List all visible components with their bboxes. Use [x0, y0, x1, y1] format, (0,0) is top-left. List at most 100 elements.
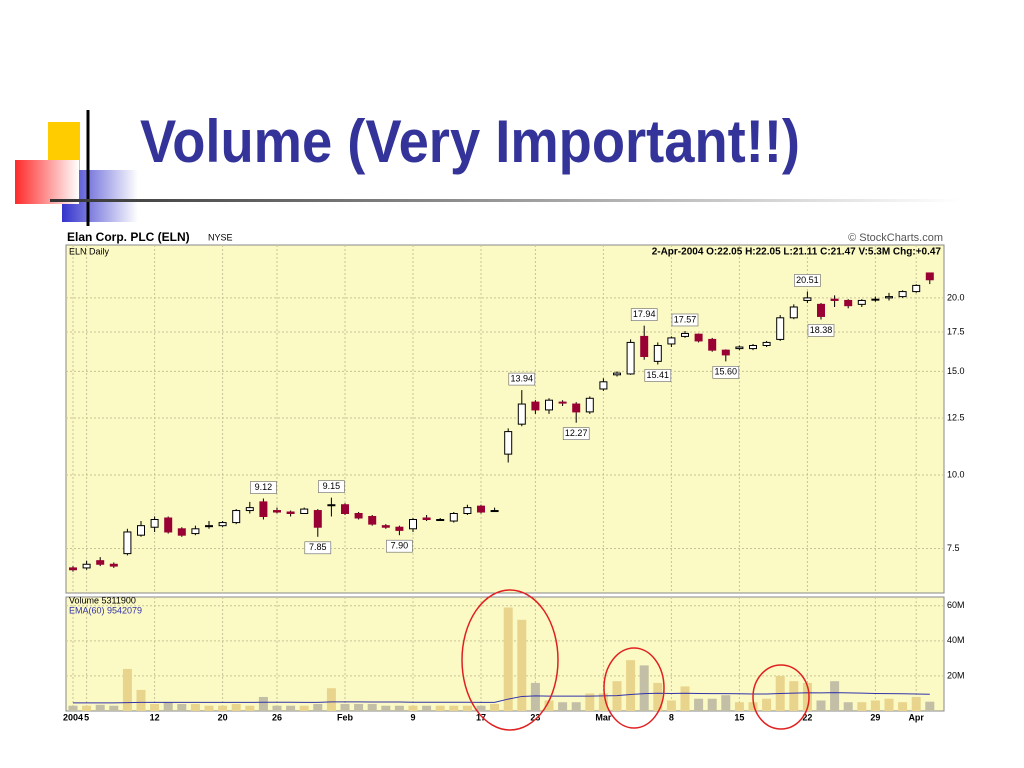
candle-body: [313, 510, 322, 528]
candle-body: [436, 519, 445, 522]
candle-body: [137, 525, 145, 536]
volume-bar: [218, 705, 228, 711]
candle-body: [177, 528, 186, 536]
volume-bar: [666, 700, 676, 711]
high-label: 17.94: [633, 309, 656, 319]
low-label: 7.85: [309, 542, 327, 552]
candle-body: [150, 519, 159, 528]
volume-bar: [177, 703, 187, 711]
label-box: [562, 427, 590, 441]
candle-body: [218, 522, 227, 527]
low-label: 15.41: [647, 370, 670, 380]
volume-bar: [367, 703, 377, 711]
ema-label: EMA(60) 9542079: [69, 605, 142, 615]
volume-bar: [544, 700, 554, 711]
label-box: [807, 324, 835, 337]
volume-bar: [326, 688, 336, 711]
candle-body: [817, 303, 825, 317]
candle-body: [463, 507, 472, 514]
candle-body: [613, 372, 621, 376]
candle-body: [354, 512, 363, 519]
x-tick-label: 15: [734, 712, 744, 722]
x-tick-label: Apr: [908, 712, 924, 722]
volume-bar: [449, 705, 459, 711]
highlight-circle: [461, 589, 559, 731]
high-label: 17.57: [674, 314, 697, 324]
low-label: 15.60: [715, 367, 738, 377]
x-tick-label: 9: [410, 712, 415, 722]
volume-bar: [462, 705, 472, 711]
low-label: 18.38: [810, 325, 833, 335]
x-tick-label: 17: [476, 712, 486, 722]
deco-rule: [50, 199, 960, 202]
volume-bar: [190, 703, 200, 711]
x-tick-label: 26: [272, 712, 282, 722]
candle-body: [749, 344, 757, 350]
candle-body: [912, 284, 921, 293]
highlight-circle: [752, 664, 810, 730]
label-box: [630, 308, 658, 321]
volume-label: Volume 5311900: [69, 595, 136, 605]
candle-body: [449, 512, 458, 522]
info-line: 2-Apr-2004 O:22.05 H:22.05 L:21.11 C:21.…: [652, 247, 942, 258]
candle-body: [286, 511, 295, 514]
candle-body: [517, 403, 526, 425]
volume-bar: [925, 701, 935, 711]
volume-bar: [558, 702, 568, 711]
highlight-circle: [603, 647, 665, 729]
y-tick-label: 60M: [947, 600, 965, 610]
volume-bar: [490, 703, 500, 711]
label-box: [250, 481, 277, 494]
volume-bar: [870, 700, 880, 711]
label-box: [794, 274, 821, 287]
volume-bar: [95, 704, 105, 711]
candle-body: [830, 298, 839, 301]
candle-body: [82, 563, 91, 569]
volume-bar: [258, 696, 268, 711]
volume-bar: [898, 702, 908, 711]
candle-body: [368, 515, 377, 525]
x-tick-label: Mar: [595, 712, 612, 722]
candle-body: [96, 560, 105, 565]
stock-chart: 7.5 10.0 12.5 15.0 17.5 20.0 Elan Corp. PLC (E…: [63, 230, 965, 722]
y-tick-label: 12.5: [947, 412, 965, 422]
volume-bar: [748, 702, 758, 711]
candle-body: [300, 508, 309, 514]
x-tick-label: Feb: [337, 712, 354, 722]
volume-bar: [68, 705, 78, 711]
volume-bar: [789, 681, 799, 711]
label-box: [508, 372, 536, 386]
candle-body: [721, 349, 730, 356]
candle-body: [545, 399, 553, 411]
volume-bar: [381, 705, 391, 711]
volume-bar: [245, 705, 255, 711]
volume-bar: [694, 698, 704, 711]
volume-bar: [354, 703, 364, 711]
candle-body: [477, 505, 485, 513]
candle-body: [490, 510, 499, 513]
candle-body: [422, 517, 431, 521]
candle-body: [327, 504, 336, 507]
candle-body: [341, 504, 349, 514]
low-label: 7.90: [391, 541, 409, 551]
volume-bar: [82, 705, 92, 711]
volume-bar: [299, 705, 309, 711]
candle-body: [504, 431, 513, 455]
volume-bar: [136, 689, 146, 711]
volume-bar: [530, 682, 540, 711]
candle-body: [395, 526, 404, 531]
candle-body: [164, 517, 173, 533]
source: © StockCharts.com: [848, 232, 943, 244]
y-tick-label: 10.0: [947, 469, 965, 479]
volume-bar: [911, 696, 921, 711]
candle-body: [599, 381, 608, 390]
volume-bar: [571, 702, 581, 711]
volume-bar: [734, 702, 744, 711]
volume-bar: [286, 705, 296, 711]
x-tick-label: 20: [218, 712, 228, 722]
label-box: [671, 313, 699, 327]
candle-body: [898, 291, 907, 298]
candle-body: [109, 563, 118, 567]
